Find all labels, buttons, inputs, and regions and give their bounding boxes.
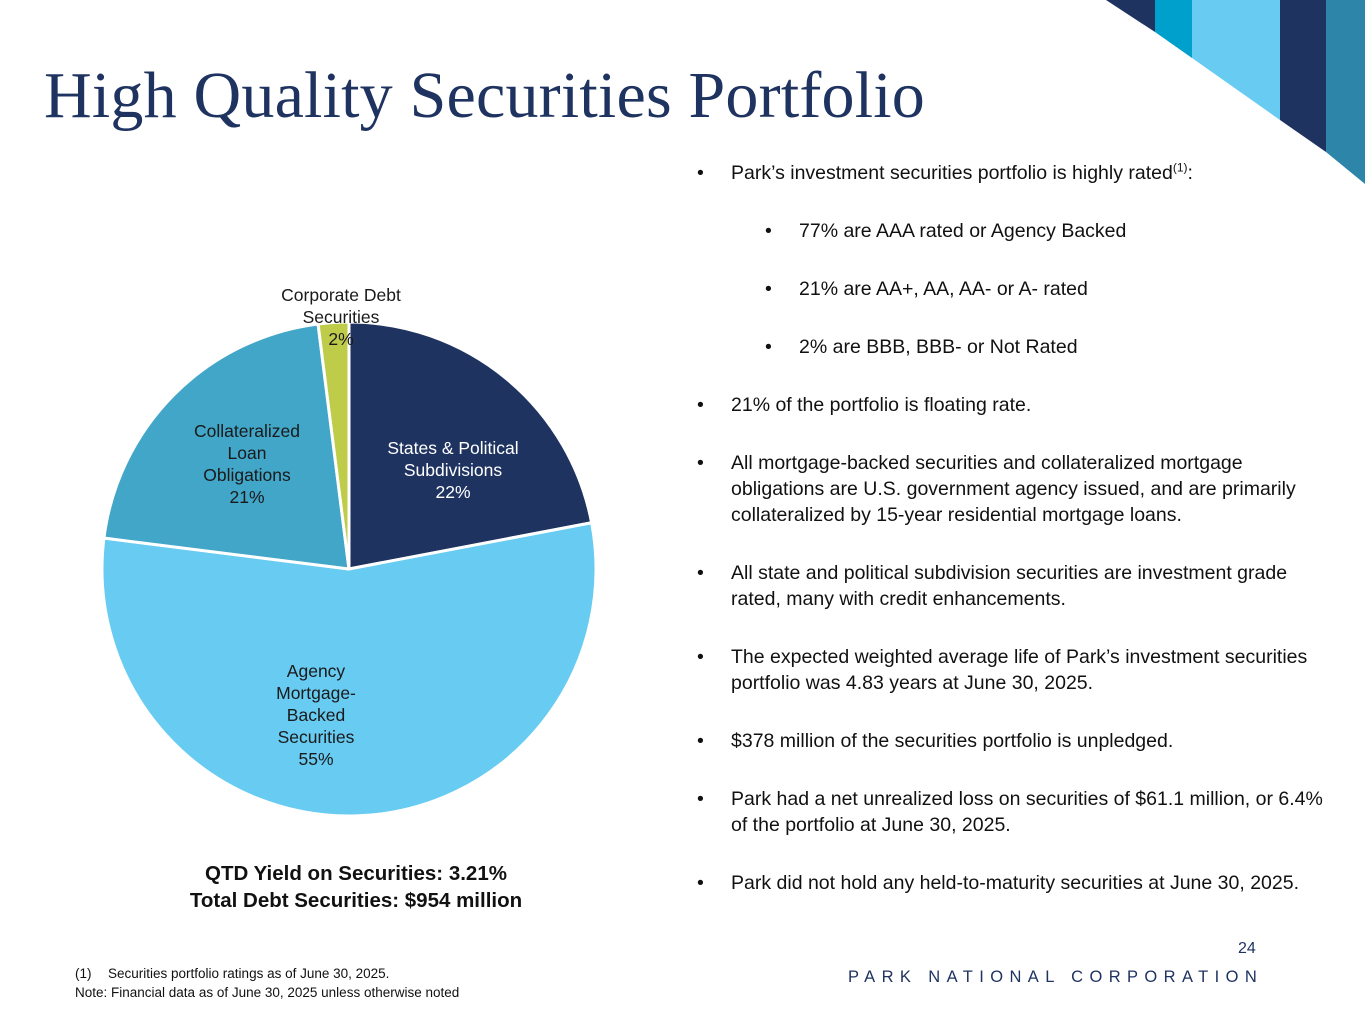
pie-percent-label: 21% [229, 487, 265, 507]
yield-summary: QTD Yield on Securities: 3.21% [205, 862, 507, 885]
sub-bullet-item: 2% are BBB, BBB- or Not Rated [765, 334, 1327, 360]
pie-label-line: Agency [286, 661, 346, 681]
footnote-ref: (1) [1172, 160, 1188, 175]
corner-decoration [1106, 0, 1365, 184]
pie-slice-label-1: Agency Mortgage- Backed Securities 55% [276, 660, 356, 770]
corner-band-4 [1280, 0, 1326, 152]
footnote-text: Note: Financial data as of June 30, 2025… [75, 985, 460, 1000]
pie-slice-3 [316, 320, 351, 571]
total-summary: Total Debt Securities: $954 million [189, 889, 523, 912]
sub-bullet-item: 21% are AA+, AA, AA- or A- rated [765, 276, 1327, 302]
bullet-text: 21% of the portfolio is floating rate. [731, 394, 1032, 416]
pie-label-line: Loan [227, 443, 267, 463]
pie-slice-1 [100, 521, 598, 818]
footnote-number: (1) [75, 966, 92, 981]
pie-slice-label-2: Collateralized Loan Obligations 21% [194, 420, 300, 508]
portfolio-summary: QTD Yield on Securities: 3.21% Total Deb… [190, 860, 522, 914]
pie-label-line: Collateralized [193, 421, 301, 441]
brand-name: PARK NATIONAL CORPORATION [848, 968, 1264, 986]
corner-band-5 [1326, 0, 1365, 184]
bullet-item: $378 million of the securities portfolio… [697, 728, 1327, 754]
pie-percent-label: 2% [328, 329, 354, 349]
bullet-item: All mortgage-backed securities and colla… [697, 450, 1327, 528]
pie-slice-0 [347, 320, 594, 571]
pie-label-line: Mortgage- [276, 683, 356, 703]
bullet-text: All mortgage-backed securities and colla… [731, 452, 1296, 526]
pie-slice-label-0: States & Political Subdivisions 22% [387, 437, 518, 503]
page-number: 24 [1238, 940, 1256, 957]
pie-slice-2 [102, 322, 351, 571]
bullet-text: All state and political subdivision secu… [731, 562, 1288, 610]
corner-band-1 [1106, 0, 1155, 32]
footnote-text: Securities portfolio ratings as of June … [108, 966, 390, 981]
bullet-suffix: : [1187, 162, 1193, 184]
bullet-item: 21% of the portfolio is floating rate. [697, 392, 1327, 418]
bullet-text: Park did not hold any held-to-maturity s… [731, 872, 1299, 894]
bullet-text: 2% are BBB, BBB- or Not Rated [799, 336, 1078, 358]
pie-label-line: Corporate Debt [281, 285, 401, 305]
pie-percent-label: 55% [298, 749, 334, 769]
page-title: High Quality Securities Portfolio [44, 59, 926, 132]
bullet-text: Park’s investment securities portfolio i… [731, 162, 1173, 184]
bullet-item: Park had a net unrealized loss on securi… [697, 786, 1327, 838]
corner-band-2 [1155, 0, 1192, 58]
bullet-text: $378 million of the securities portfolio… [731, 730, 1174, 752]
bullet-text: The expected weighted average life of Pa… [731, 646, 1308, 694]
pie-label-line: Backed [286, 705, 346, 725]
bullet-item: All state and political subdivision secu… [697, 560, 1327, 612]
bullet-text: 21% are AA+, AA, AA- or A- rated [799, 278, 1088, 300]
bullet-text: 77% are AAA rated or Agency Backed [799, 220, 1127, 242]
pie-slice-label-3: Corporate Debt Securities 2% [281, 284, 401, 350]
bullet-item: The expected weighted average life of Pa… [697, 644, 1327, 696]
pie-label-line: Securities [302, 307, 380, 327]
bullet-item: Park’s investment securities portfolio i… [697, 160, 1327, 186]
pie-label-line: Securities [277, 727, 355, 747]
pie-chart [100, 320, 598, 818]
corner-band-3 [1192, 0, 1280, 120]
pie-percent-label: 22% [435, 482, 471, 502]
pie-label-line: Obligations [203, 465, 291, 485]
footnote: Note: Financial data as of June 30, 2025… [75, 983, 459, 1002]
bullet-list: Park’s investment securities portfolio i… [697, 160, 1327, 896]
footnotes: (1) Securities portfolio ratings as of Ju… [75, 964, 459, 1002]
pie-label-line: Subdivisions [403, 460, 503, 480]
bullet-text: Park had a net unrealized loss on securi… [731, 788, 1323, 836]
pie-label-line: States & Political [387, 438, 519, 458]
sub-bullet-item: 77% are AAA rated or Agency Backed [765, 218, 1327, 244]
bullet-item: Park did not hold any held-to-maturity s… [697, 870, 1327, 896]
footnote: (1) Securities portfolio ratings as of Ju… [75, 964, 459, 983]
